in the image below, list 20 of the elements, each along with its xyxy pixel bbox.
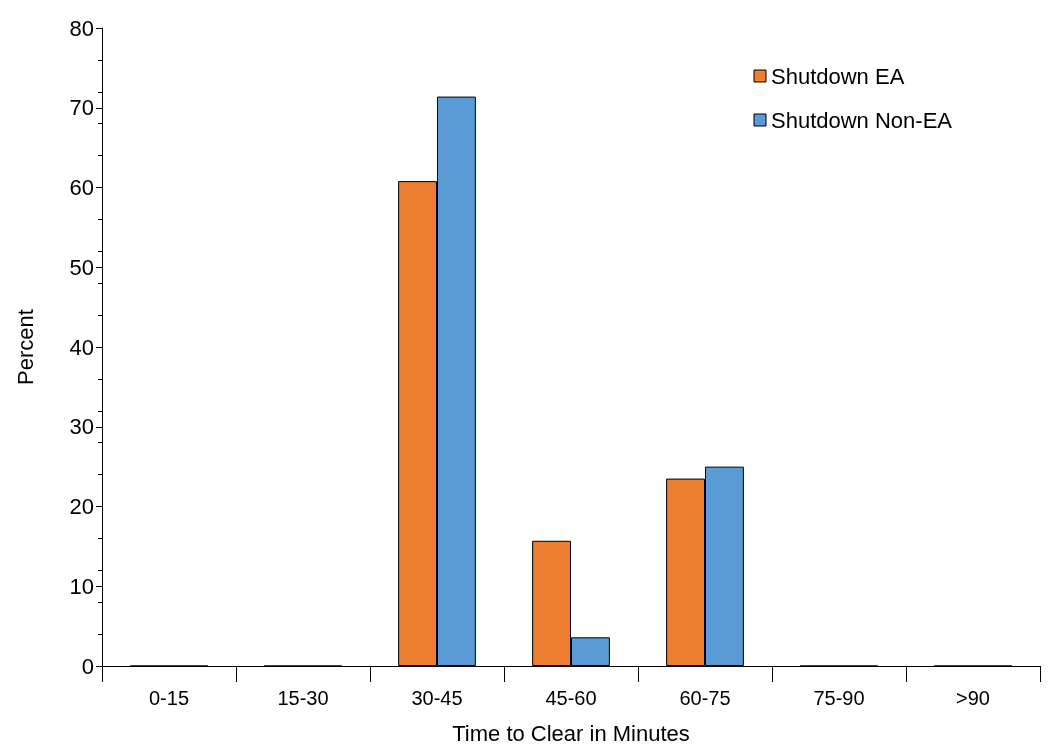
y-tick-label: 0 — [81, 653, 94, 679]
y-axis-title: Percent — [12, 309, 38, 385]
x-tick-label: 30-45 — [411, 687, 463, 709]
x-tick-label: 15-30 — [277, 687, 329, 709]
legend-label: Shutdown EA — [771, 63, 905, 89]
legend-label: Shutdown Non-EA — [771, 107, 953, 133]
x-tick-label: 45-60 — [545, 687, 597, 709]
x-tick-label: 0-15 — [148, 687, 190, 709]
x-tick-label: 60-75 — [679, 687, 731, 709]
x-tick-label: >90 — [956, 687, 990, 709]
y-tick-label: 70 — [69, 95, 94, 121]
y-tick-label: 60 — [69, 175, 94, 200]
y-tick-label: 40 — [69, 334, 94, 360]
y-tick-label: 10 — [69, 573, 94, 599]
x-tick-label: 75-90 — [813, 687, 865, 709]
y-tick-label: 20 — [69, 494, 94, 519]
y-tick-label: 80 — [69, 15, 94, 41]
y-tick-label: 30 — [69, 414, 94, 440]
y-tick-label: 50 — [69, 254, 94, 280]
x-axis-title: Time to Clear in Minutes — [452, 720, 690, 746]
